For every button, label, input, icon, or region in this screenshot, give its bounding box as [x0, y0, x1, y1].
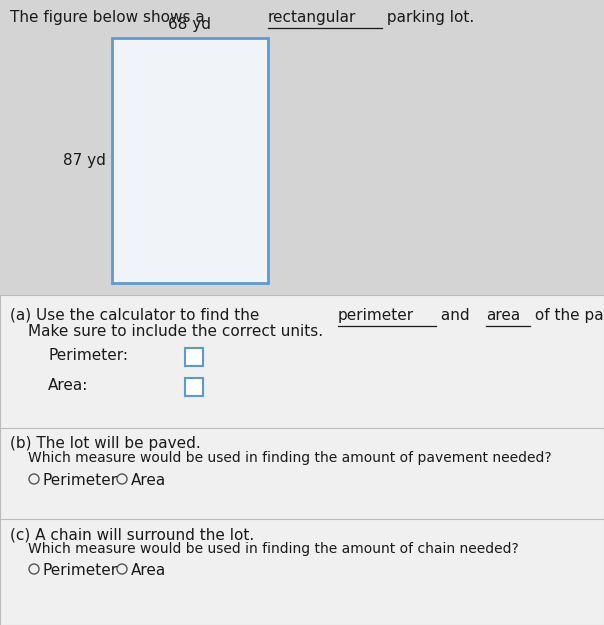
- Bar: [185, 378, 203, 396]
- Text: (c) A chain will surround the lot.: (c) A chain will surround the lot.: [10, 527, 254, 542]
- Text: Perimeter: Perimeter: [43, 473, 118, 488]
- Text: of the parking lot.: of the parking lot.: [530, 308, 604, 323]
- Bar: [112, 38, 268, 283]
- Text: Area:: Area:: [48, 378, 88, 393]
- Text: Make sure to include the correct units.: Make sure to include the correct units.: [28, 324, 323, 339]
- Text: 87 yd: 87 yd: [63, 153, 106, 168]
- Text: area: area: [486, 308, 520, 323]
- Text: 68 yd: 68 yd: [169, 17, 211, 32]
- Text: Perimeter: Perimeter: [43, 563, 118, 578]
- Text: Which measure would be used in finding the amount of chain needed?: Which measure would be used in finding t…: [28, 542, 519, 556]
- Text: (b) The lot will be paved.: (b) The lot will be paved.: [10, 436, 201, 451]
- Text: Area: Area: [131, 473, 166, 488]
- Bar: [0, 295, 604, 625]
- Bar: [0, 0, 604, 330]
- Text: perimeter: perimeter: [338, 308, 414, 323]
- Text: The figure below shows a: The figure below shows a: [10, 10, 210, 25]
- Text: and: and: [436, 308, 475, 323]
- Text: Which measure would be used in finding the amount of pavement needed?: Which measure would be used in finding t…: [28, 451, 551, 465]
- Text: parking lot.: parking lot.: [382, 10, 474, 25]
- Bar: [185, 348, 203, 366]
- Text: (a) Use the calculator to find the: (a) Use the calculator to find the: [10, 308, 265, 323]
- Text: Perimeter:: Perimeter:: [48, 348, 128, 363]
- Text: rectangular: rectangular: [268, 10, 356, 25]
- Text: Area: Area: [131, 563, 166, 578]
